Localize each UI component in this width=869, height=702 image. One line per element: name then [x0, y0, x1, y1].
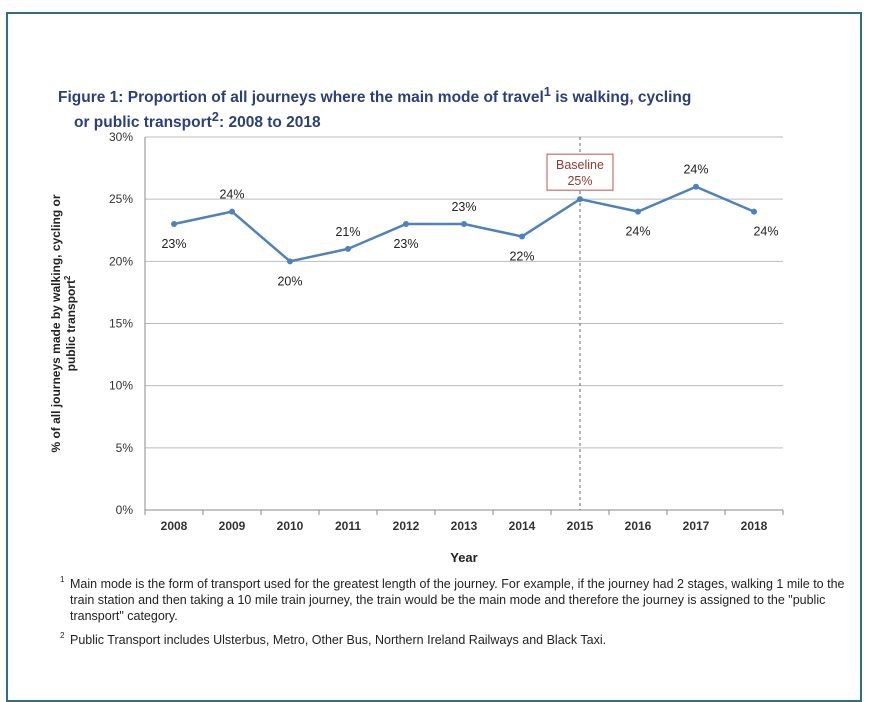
y-tick-label: 20%	[109, 254, 133, 268]
footnote-1: 1 Main mode is the form of transport used…	[60, 575, 845, 623]
x-tick-label: 2017	[683, 519, 710, 533]
data-point	[461, 221, 467, 228]
x-tick-label: 2018	[741, 519, 768, 533]
data-point	[635, 208, 641, 215]
data-label: 22%	[509, 249, 534, 263]
data-point	[751, 208, 757, 215]
footnotes: 1 Main mode is the form of transport used…	[60, 575, 850, 656]
title-footnote-1: 1	[543, 84, 551, 99]
data-point	[345, 245, 351, 252]
y-tick-label: 15%	[109, 317, 133, 331]
data-label: 23%	[451, 200, 476, 214]
data-point	[519, 233, 525, 240]
footnote-2: 2 Public Transport includes Ulsterbus, Me…	[60, 631, 607, 647]
data-point	[403, 221, 409, 228]
x-tick-label: 2014	[509, 519, 536, 533]
title-line2-end: : 2008 to 2018	[218, 114, 321, 132]
x-tick-label: 2009	[219, 519, 246, 533]
title-line1-end: is walking, cycling	[550, 89, 692, 107]
data-label: 20%	[277, 274, 302, 288]
data-point	[577, 196, 583, 203]
y-tick-label: 25%	[109, 192, 133, 206]
data-label: 24%	[219, 188, 244, 202]
data-label: 24%	[625, 225, 650, 239]
y-tick-label: 10%	[109, 379, 133, 393]
x-axis-title: Year	[450, 550, 477, 565]
data-label: 24%	[753, 225, 778, 239]
x-tick-label: 2012	[393, 519, 420, 533]
x-tick-label: 2013	[451, 519, 478, 533]
data-point	[229, 208, 235, 215]
x-tick-label: 2010	[277, 519, 304, 533]
x-tick-label: 2016	[625, 519, 652, 533]
data-point	[171, 221, 177, 228]
x-tick-label: 2008	[161, 519, 188, 533]
data-label: 25%	[567, 174, 592, 188]
figure-frame	[6, 12, 862, 702]
data-point	[287, 258, 293, 265]
baseline-box	[546, 153, 614, 191]
data-label: 23%	[161, 237, 186, 251]
data-label: 24%	[683, 163, 708, 177]
y-tick-label: 30%	[109, 130, 133, 144]
x-tick-label: 2015	[567, 519, 594, 533]
x-tick-label: 2011	[335, 519, 361, 533]
baseline-label: Baseline	[556, 158, 604, 172]
data-label: 21%	[335, 225, 360, 239]
y-tick-label: 5%	[116, 441, 134, 455]
title-line2: or public transport	[74, 114, 212, 132]
y-axis-title: % of all journeys made by walking, cycli…	[49, 194, 78, 452]
title-footnote-2: 2	[211, 109, 219, 125]
data-label: 23%	[393, 237, 418, 251]
title-line1: Figure 1: Proportion of all journeys whe…	[58, 89, 544, 107]
data-point	[693, 183, 699, 190]
chart-title: Figure 1: Proportion of all journeys whe…	[58, 82, 848, 132]
y-tick-label: 0%	[116, 503, 134, 517]
